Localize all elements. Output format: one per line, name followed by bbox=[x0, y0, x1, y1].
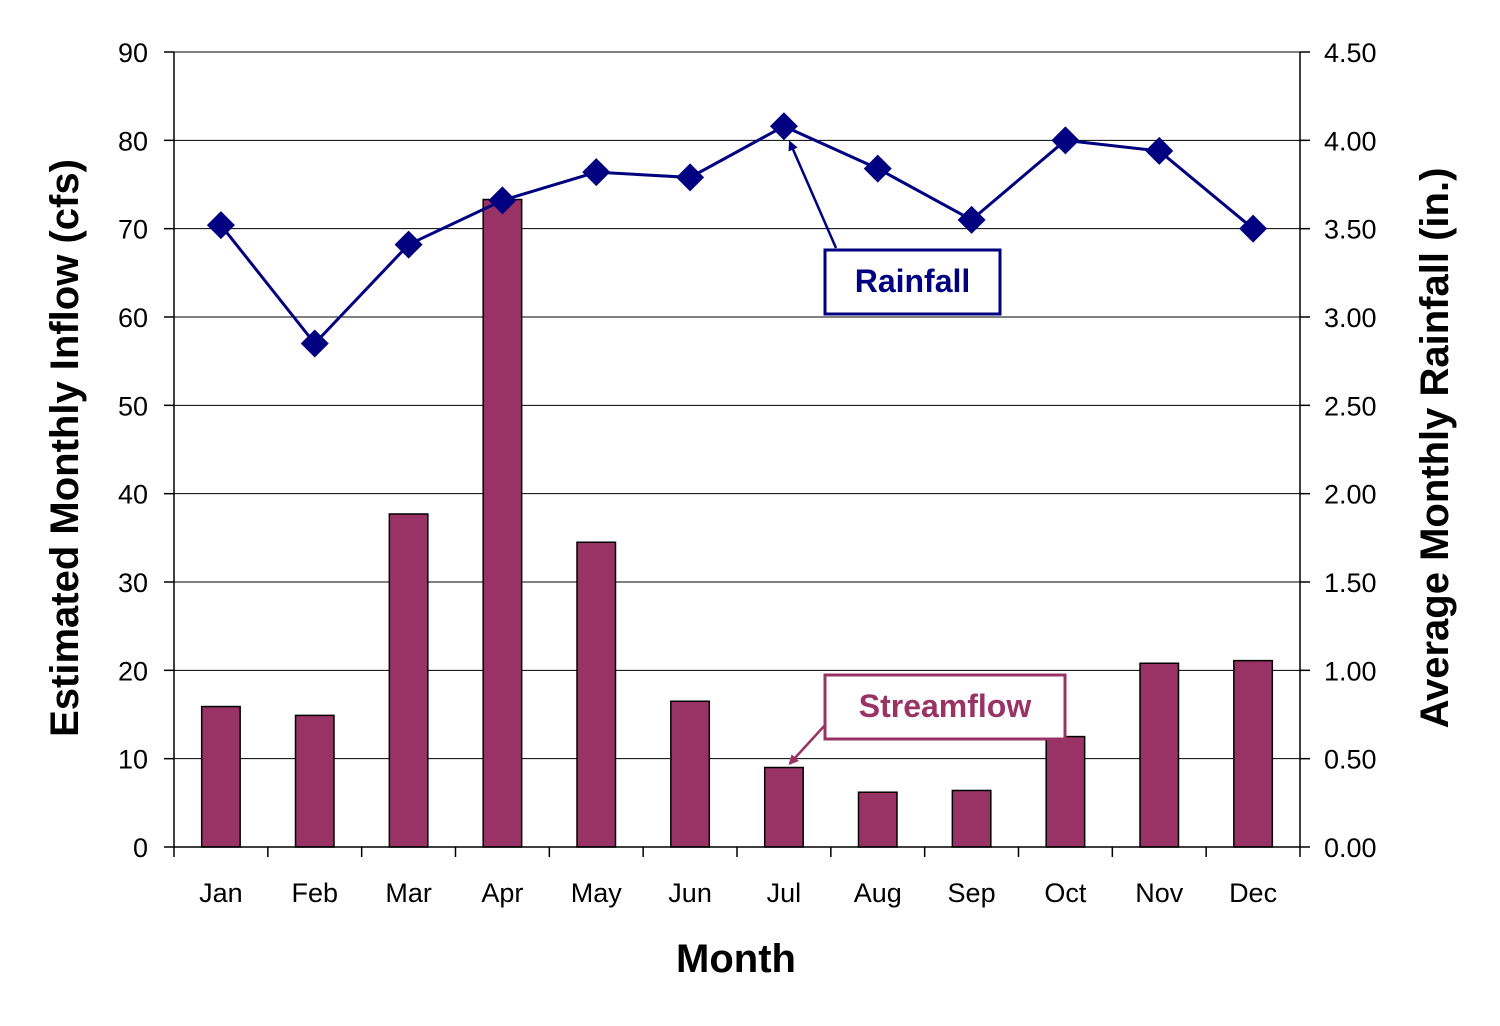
rainfall-line bbox=[206, 112, 1268, 358]
y2-tick-label: 3.00 bbox=[1324, 303, 1377, 333]
bar-streamflow-jan bbox=[200, 705, 241, 848]
x-tick-label: Feb bbox=[291, 878, 338, 908]
x-tick-label: Oct bbox=[1044, 878, 1087, 908]
bar-streamflow-sep bbox=[951, 789, 992, 848]
tick-labels: 0 10 20 30 40 50 60 70 80 90 0.00 0.50 1.00 1.50 2.00 2… bbox=[118, 38, 1377, 908]
streamflow-callout-label: Streamflow bbox=[859, 688, 1032, 724]
bar-streamflow-jun bbox=[670, 700, 711, 848]
rainfall-callout-arrow bbox=[788, 140, 838, 249]
point-rainfall-sep bbox=[957, 205, 986, 234]
point-rainfall-nov bbox=[1145, 136, 1174, 165]
bar-streamflow-mar bbox=[388, 513, 429, 848]
point-rainfall-may bbox=[582, 158, 611, 187]
grid-lines bbox=[174, 51, 1300, 760]
bar-streamflow-dec bbox=[1233, 659, 1274, 848]
streamflow-bars bbox=[200, 198, 1274, 848]
y2-tick-label: 2.50 bbox=[1324, 391, 1377, 421]
x-axis-title: Month bbox=[676, 937, 796, 981]
bar-streamflow-may bbox=[576, 541, 617, 848]
y-tick-label: 70 bbox=[118, 215, 148, 245]
y2-tick-label: 0.00 bbox=[1324, 833, 1377, 863]
y-tick-label: 40 bbox=[118, 480, 148, 510]
point-rainfall-mar bbox=[394, 230, 423, 259]
x-tick-label: Jun bbox=[668, 878, 712, 908]
point-rainfall-oct bbox=[1051, 126, 1080, 155]
annotations: Rainfall Streamflow bbox=[788, 140, 1067, 765]
y2-axis-title: Average Monthly Rainfall (in.) bbox=[1413, 168, 1457, 729]
y-tick-label: 80 bbox=[118, 126, 148, 156]
y2-tick-label: 4.50 bbox=[1324, 38, 1377, 68]
y-tick-label: 50 bbox=[118, 391, 148, 421]
x-tick-label: Jan bbox=[199, 878, 243, 908]
y2-tick-label: 1.50 bbox=[1324, 568, 1377, 598]
streamflow-callout-arrow bbox=[788, 723, 827, 765]
point-rainfall-aug bbox=[863, 154, 892, 183]
y2-tick-label: 3.50 bbox=[1324, 215, 1377, 245]
y-tick-label: 20 bbox=[118, 656, 148, 686]
rainfall-line-path bbox=[219, 124, 1255, 346]
streamflow-callout-box bbox=[823, 673, 1067, 741]
bar-streamflow-feb bbox=[294, 714, 335, 848]
x-tick-label: Dec bbox=[1229, 878, 1277, 908]
point-rainfall-jul bbox=[769, 112, 798, 141]
rainfall-callout-label: Rainfall bbox=[855, 263, 971, 299]
x-tick-label: May bbox=[571, 878, 623, 908]
y2-tick-label: 4.00 bbox=[1324, 126, 1377, 156]
point-rainfall-feb bbox=[300, 329, 329, 358]
y2-tick-label: 0.50 bbox=[1324, 745, 1377, 775]
point-rainfall-jan bbox=[206, 211, 235, 240]
bar-streamflow-oct bbox=[1045, 735, 1086, 848]
point-rainfall-jun bbox=[676, 163, 705, 192]
bar-streamflow-aug bbox=[857, 791, 898, 848]
bar-streamflow-nov bbox=[1139, 662, 1180, 848]
point-rainfall-apr bbox=[488, 186, 517, 215]
x-tick-label: Nov bbox=[1135, 878, 1184, 908]
x-tick-label: Aug bbox=[854, 878, 902, 908]
rainfall-callout-box bbox=[823, 248, 1002, 316]
y-tick-label: 90 bbox=[118, 38, 148, 68]
y-tick-label: 60 bbox=[118, 303, 148, 333]
x-tick-label: Apr bbox=[481, 878, 523, 908]
y-tick-label: 10 bbox=[118, 745, 148, 775]
bar-streamflow-apr bbox=[482, 198, 523, 848]
y2-tick-label: 1.00 bbox=[1324, 656, 1377, 686]
point-rainfall-dec bbox=[1239, 214, 1268, 243]
bar-streamflow-jul bbox=[763, 766, 804, 848]
y-tick-label: 0 bbox=[133, 833, 148, 863]
y-axis-title: Estimated Monthly Inflow (cfs) bbox=[43, 159, 87, 737]
y-tick-label: 30 bbox=[118, 568, 148, 598]
axes bbox=[164, 51, 1310, 857]
x-tick-label: Sep bbox=[948, 878, 996, 908]
x-tick-label: Jul bbox=[767, 878, 802, 908]
y2-tick-label: 2.00 bbox=[1324, 480, 1377, 510]
x-tick-label: Mar bbox=[385, 878, 432, 908]
